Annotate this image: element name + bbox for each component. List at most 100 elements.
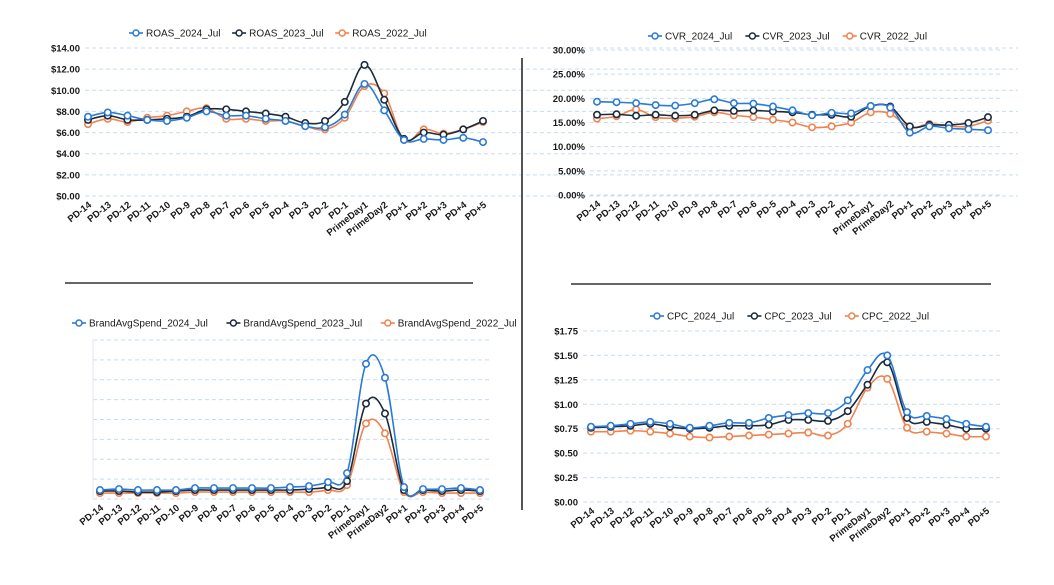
- data-point: [456, 484, 465, 493]
- y-tick-label: 25.00%: [553, 70, 586, 81]
- legend-swatch-marker: [338, 29, 346, 37]
- x-tick-label: PD-8: [696, 199, 720, 221]
- data-point: [788, 106, 797, 115]
- data-point: [380, 373, 389, 382]
- data-point: [182, 113, 191, 122]
- data-point: [905, 122, 914, 131]
- chart-bottom-right: $0.00 $0.25 $0.50 $0.75 $1.00 $1.25 $1.50 $1.75…: [554, 312, 1002, 545]
- data-point: [632, 111, 641, 120]
- data-point: [827, 122, 836, 131]
- x-tick-label: PD-7: [208, 200, 232, 222]
- data-point: [905, 128, 914, 137]
- data-point: [804, 428, 813, 437]
- data-point: [922, 412, 931, 421]
- chart-bottom-left: PD-14PD-13PD-12PD-11PD-10PD-9PD-8PD-7PD-…: [72, 319, 517, 542]
- data-point: [459, 133, 468, 142]
- x-tick-label: PD-6: [234, 503, 258, 525]
- x-tick-label: PD-9: [177, 503, 201, 525]
- data-point: [768, 102, 777, 111]
- x-tick-label: PD-7: [215, 503, 239, 525]
- data-point: [163, 116, 172, 125]
- data-point: [981, 422, 990, 431]
- x-tick-label: PD-5: [755, 198, 779, 220]
- legend-label: CVR_2023_Jul: [762, 32, 829, 43]
- horizontal-divider-right: [571, 283, 991, 285]
- data-point: [764, 420, 773, 429]
- x-tick-label: PD-9: [672, 506, 696, 528]
- data-point: [626, 419, 635, 428]
- x-tick-label: PD-7: [716, 199, 740, 221]
- data-point: [804, 415, 813, 424]
- data-point: [964, 118, 973, 127]
- legend-label: BrandAvgSpend_2022_Jul: [398, 319, 517, 330]
- legend-label: ROAS_2023_Jul: [249, 29, 324, 40]
- y-tick-label: $0.75: [554, 424, 578, 435]
- data-point: [843, 419, 852, 428]
- y-tick-label: $1.25: [554, 375, 578, 386]
- legend-swatch-marker: [653, 312, 661, 320]
- data-point: [922, 427, 931, 436]
- legend-swatch-marker: [235, 29, 243, 37]
- data-point: [863, 380, 872, 389]
- data-point: [229, 484, 238, 493]
- x-tick-label: PD-5: [751, 505, 775, 527]
- data-point: [261, 114, 270, 123]
- data-point: [361, 399, 370, 408]
- x-tick-label: PD-5: [248, 199, 272, 221]
- x-tick-label: PD-3: [790, 506, 814, 528]
- legend-label: CPC_2022_Jul: [862, 312, 929, 323]
- data-point: [665, 429, 674, 438]
- data-point: [784, 411, 793, 420]
- y-tick-label: $10.00: [51, 86, 80, 97]
- data-point: [902, 408, 911, 417]
- data-point: [222, 105, 231, 114]
- x-tick-label: PD+3: [424, 200, 450, 223]
- legend-label: BrandAvgSpend_2024_Jul: [89, 319, 208, 330]
- data-point: [944, 124, 953, 133]
- data-point: [606, 421, 615, 430]
- data-point: [729, 99, 738, 108]
- data-point: [360, 79, 369, 88]
- series-line-BrandAvgSpend_2023_Jul: [99, 396, 481, 497]
- data-point: [823, 431, 832, 440]
- data-point: [459, 125, 468, 134]
- x-tick-label: PD-2: [814, 199, 838, 221]
- legend-swatch-marker: [132, 29, 140, 37]
- y-tick-label: $6.00: [56, 128, 80, 139]
- data-point: [380, 429, 389, 438]
- data-point: [478, 116, 487, 125]
- data-point: [342, 469, 351, 478]
- legend-label: CPC_2024_Jul: [667, 312, 734, 323]
- x-tick-label: PD-6: [228, 200, 252, 222]
- series-line-BrandAvgSpend_2024_Jul: [99, 354, 481, 498]
- legend-swatch-marker: [848, 312, 856, 320]
- y-tick-label: $0.25: [554, 473, 578, 484]
- legend-swatch-marker: [651, 32, 659, 40]
- data-point: [285, 483, 294, 492]
- legend-swatch-marker: [846, 32, 854, 40]
- y-tick-label: $1.75: [554, 327, 578, 338]
- x-tick-label: PD-4: [268, 199, 292, 221]
- legend-label: BrandAvgSpend_2023_Jul: [243, 319, 362, 330]
- y-tick-label: $0.00: [56, 192, 80, 203]
- x-tick-label: PD-4: [775, 198, 799, 220]
- data-point: [361, 359, 370, 368]
- data-point: [690, 110, 699, 119]
- data-point: [134, 486, 143, 495]
- data-point: [671, 111, 680, 120]
- data-point: [964, 125, 973, 134]
- data-point: [123, 111, 132, 120]
- y-tick-label: $4.00: [56, 149, 80, 160]
- data-point: [725, 418, 734, 427]
- x-tick-label: PD+5: [460, 502, 486, 526]
- data-point: [612, 98, 621, 107]
- data-point: [210, 484, 219, 493]
- data-point: [248, 484, 257, 493]
- x-tick-label: PD-2: [310, 503, 334, 525]
- y-tick-label: $1.50: [554, 351, 578, 362]
- x-tick-label: PD-7: [711, 506, 735, 528]
- legend-swatch-marker: [748, 32, 757, 40]
- x-tick-label: PD-3: [291, 503, 315, 525]
- data-point: [749, 99, 758, 108]
